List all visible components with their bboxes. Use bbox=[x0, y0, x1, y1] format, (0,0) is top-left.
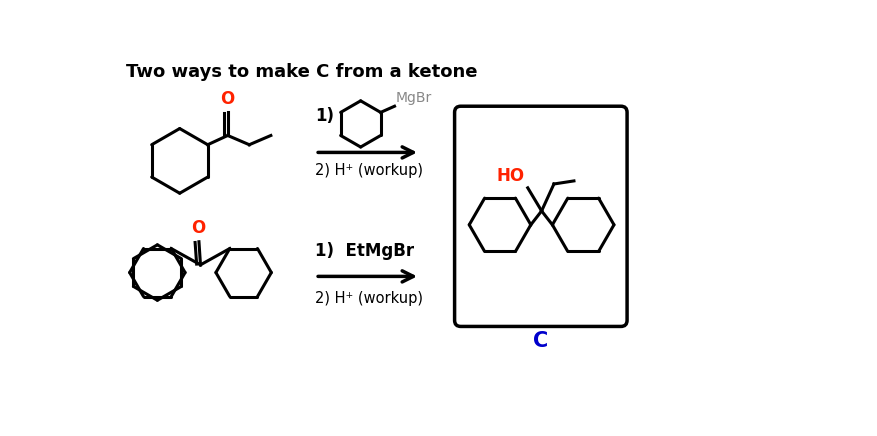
Text: O: O bbox=[191, 219, 205, 237]
Text: 2) H⁺ (workup): 2) H⁺ (workup) bbox=[315, 291, 423, 306]
FancyBboxPatch shape bbox=[454, 106, 626, 327]
Text: O: O bbox=[219, 90, 234, 108]
Text: 1)  EtMgBr: 1) EtMgBr bbox=[315, 242, 414, 260]
Text: Two ways to make C from a ketone: Two ways to make C from a ketone bbox=[125, 63, 477, 81]
Text: MgBr: MgBr bbox=[396, 91, 431, 105]
Text: 2) H⁺ (workup): 2) H⁺ (workup) bbox=[315, 164, 423, 178]
Text: 1): 1) bbox=[315, 107, 334, 125]
Text: C: C bbox=[532, 331, 548, 351]
Text: HO: HO bbox=[496, 167, 524, 185]
